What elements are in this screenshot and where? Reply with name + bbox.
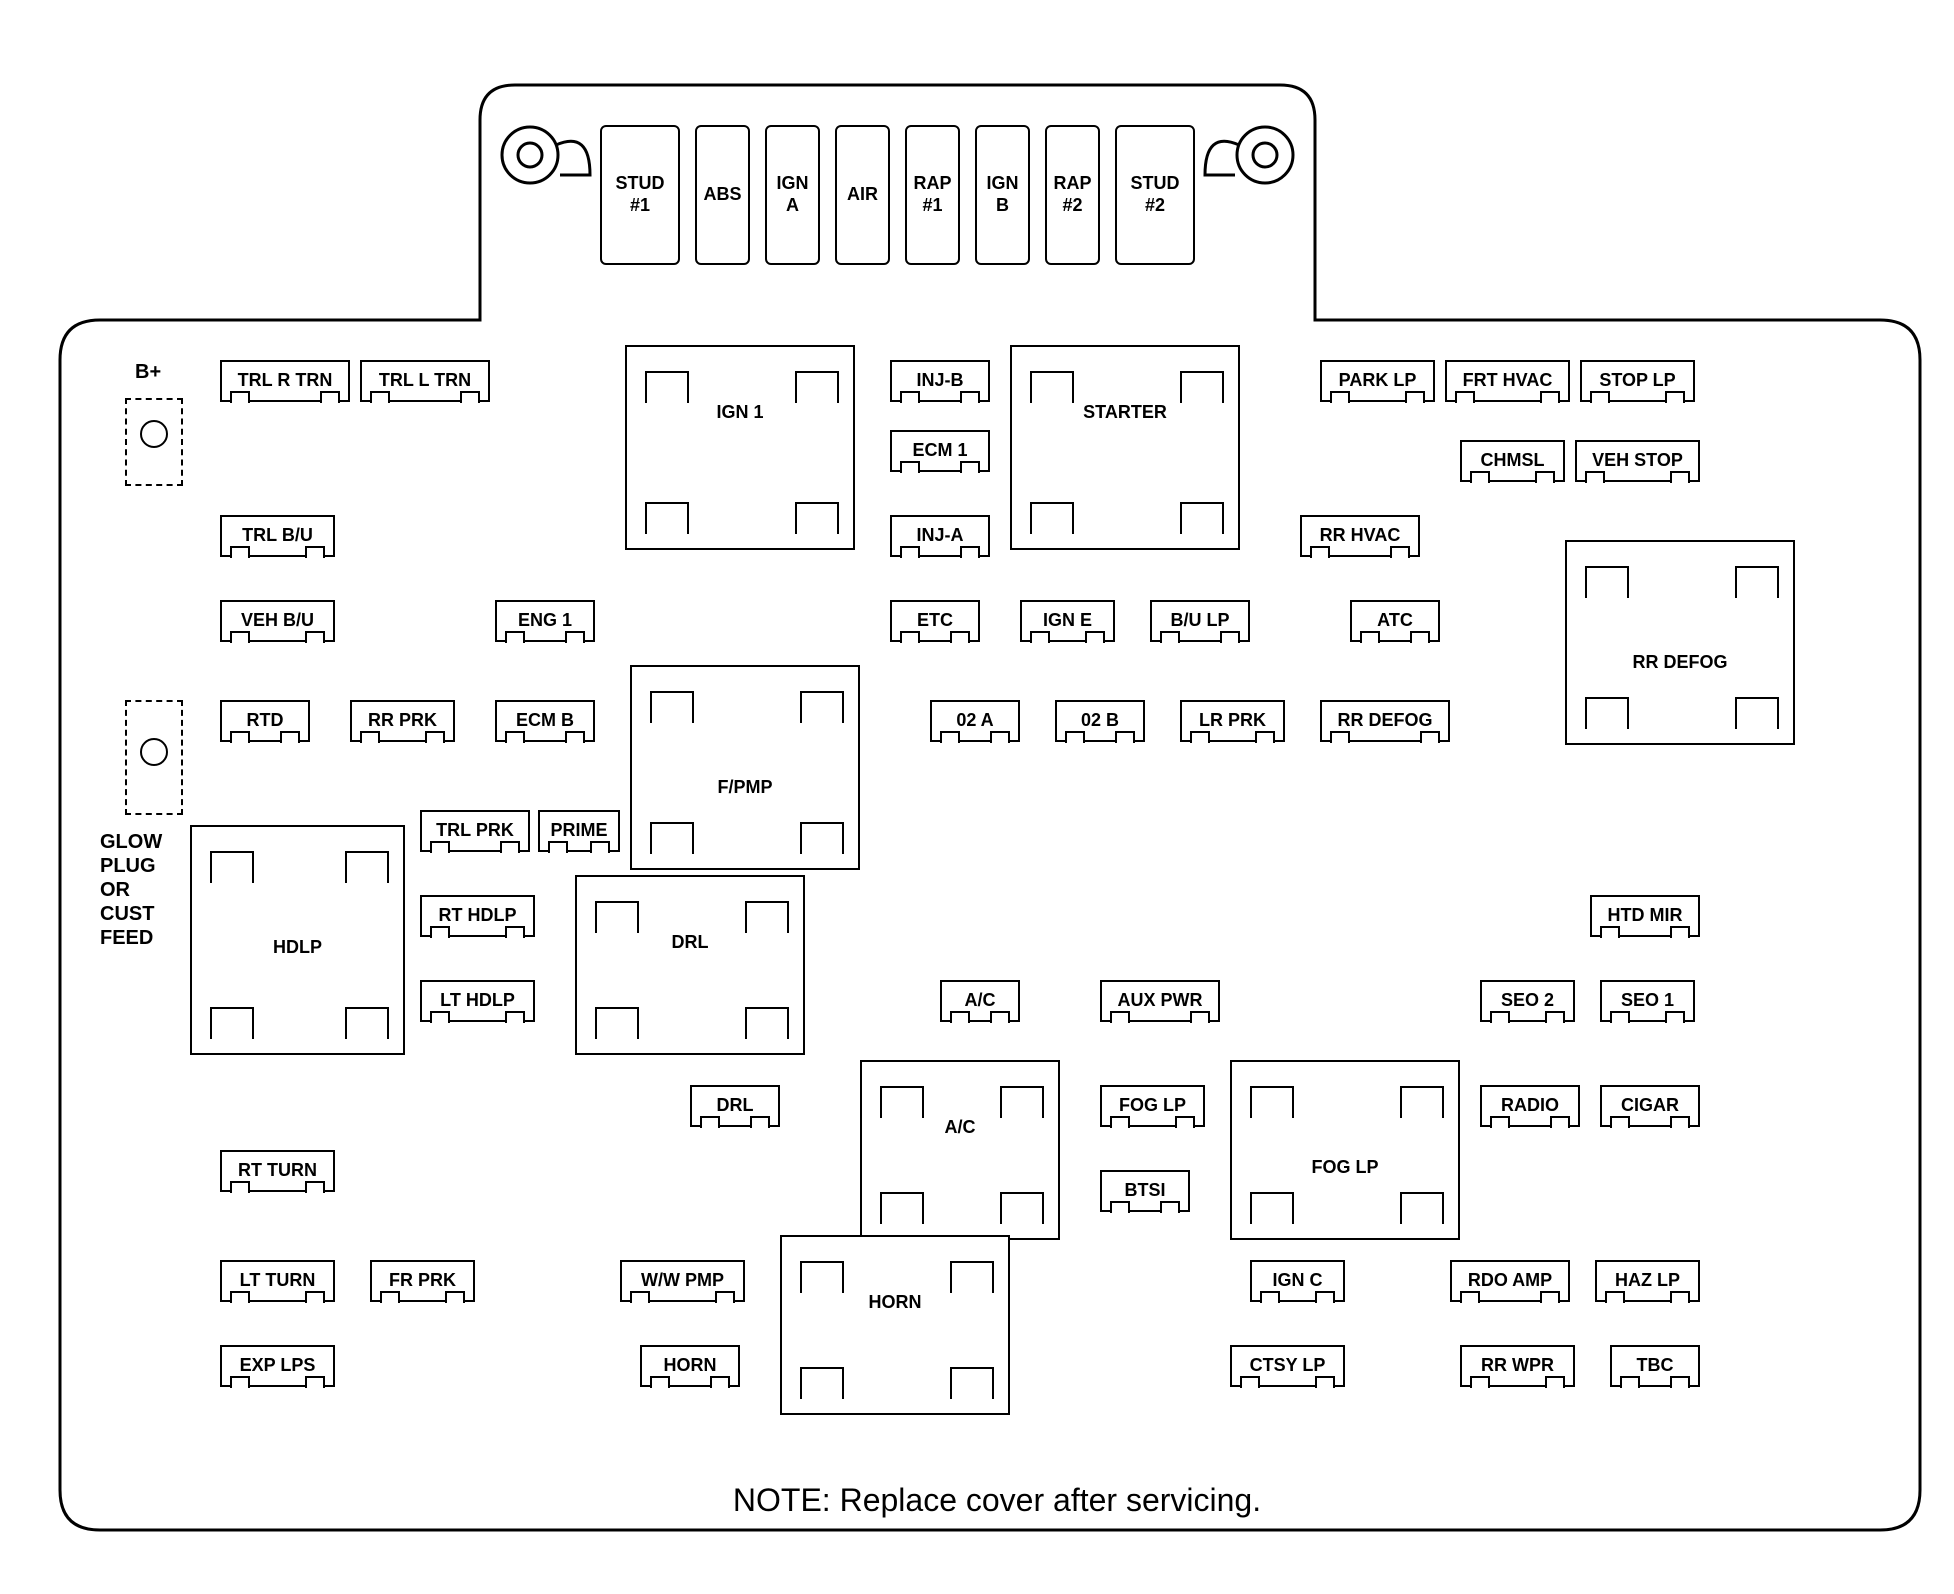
top-slot-2: IGNA <box>765 125 820 265</box>
fuse-btsi: BTSI <box>1100 1170 1190 1212</box>
fuse-rt-turn: RT TURN <box>220 1150 335 1192</box>
relay-drl: DRL <box>575 875 805 1055</box>
relay-a-c: A/C <box>860 1060 1060 1240</box>
fuse-rr-wpr: RR WPR <box>1460 1345 1575 1387</box>
fuse-rt-hdlp: RT HDLP <box>420 895 535 937</box>
fuse-veh-stop: VEH STOP <box>1575 440 1700 482</box>
fuse-chmsl: CHMSL <box>1460 440 1565 482</box>
fuse-rtd: RTD <box>220 700 310 742</box>
top-slot-7: STUD#2 <box>1115 125 1195 265</box>
fuse-exp-lps: EXP LPS <box>220 1345 335 1387</box>
top-slot-5: IGNB <box>975 125 1030 265</box>
terminal-circle-bottom <box>140 738 168 766</box>
fuse-rr-prk: RR PRK <box>350 700 455 742</box>
top-slot-4: RAP#1 <box>905 125 960 265</box>
top-slot-6: RAP#2 <box>1045 125 1100 265</box>
fuse-a-c: A/C <box>940 980 1020 1022</box>
fuse-02-a: 02 A <box>930 700 1020 742</box>
fuse-lt-hdlp: LT HDLP <box>420 980 535 1022</box>
top-slot-1: ABS <box>695 125 750 265</box>
terminal-circle-top <box>140 420 168 448</box>
top-slot-3: AIR <box>835 125 890 265</box>
fuse-trl-b-u: TRL B/U <box>220 515 335 557</box>
fuse-02-b: 02 B <box>1055 700 1145 742</box>
fuse-veh-b-u: VEH B/U <box>220 600 335 642</box>
relay-f-pmp: F/PMP <box>630 665 860 870</box>
fuse-park-lp: PARK LP <box>1320 360 1435 402</box>
relay-starter: STARTER <box>1010 345 1240 550</box>
fuse-ecm-1: ECM 1 <box>890 430 990 472</box>
fuse-lt-turn: LT TURN <box>220 1260 335 1302</box>
glow-plug-label: GLOW PLUG OR CUST FEED <box>100 830 162 950</box>
fuse-seo-1: SEO 1 <box>1600 980 1695 1022</box>
fuse-stop-lp: STOP LP <box>1580 360 1695 402</box>
fuse-htd-mir: HTD MIR <box>1590 895 1700 937</box>
relay-horn: HORN <box>780 1235 1010 1415</box>
fuse-ign-e: IGN E <box>1020 600 1115 642</box>
b-plus-label: B+ <box>135 360 161 384</box>
fuse-rdo-amp: RDO AMP <box>1450 1260 1570 1302</box>
relay-fog-lp: FOG LP <box>1230 1060 1460 1240</box>
fuse-lr-prk: LR PRK <box>1180 700 1285 742</box>
fuse-eng-1: ENG 1 <box>495 600 595 642</box>
fuse-aux-pwr: AUX PWR <box>1100 980 1220 1022</box>
fuse-ecm-b: ECM B <box>495 700 595 742</box>
fuse-prime: PRIME <box>538 810 620 852</box>
relay-hdlp: HDLP <box>190 825 405 1055</box>
fuse-rr-defog: RR DEFOG <box>1320 700 1450 742</box>
fuse-rr-hvac: RR HVAC <box>1300 515 1420 557</box>
fuse-w-w-pmp: W/W PMP <box>620 1260 745 1302</box>
fuse-fog-lp: FOG LP <box>1100 1085 1205 1127</box>
fuse-haz-lp: HAZ LP <box>1595 1260 1700 1302</box>
fuse-trl-l-trn: TRL L TRN <box>360 360 490 402</box>
service-note: NOTE: Replace cover after servicing. <box>20 1482 1954 1519</box>
fuse-inj-a: INJ-A <box>890 515 990 557</box>
top-slot-0: STUD#1 <box>600 125 680 265</box>
fuse-drl: DRL <box>690 1085 780 1127</box>
fuse-ign-c: IGN C <box>1250 1260 1345 1302</box>
fuse-trl-prk: TRL PRK <box>420 810 530 852</box>
fuse-frt-hvac: FRT HVAC <box>1445 360 1570 402</box>
fuse-radio: RADIO <box>1480 1085 1580 1127</box>
fuse-trl-r-trn: TRL R TRN <box>220 360 350 402</box>
relay-ign-1: IGN 1 <box>625 345 855 550</box>
fuse-b-u-lp: B/U LP <box>1150 600 1250 642</box>
fuse-cigar: CIGAR <box>1600 1085 1700 1127</box>
fuse-box-diagram: STUD#1ABSIGNAAIRRAP#1IGNBRAP#2STUD#2 B+ … <box>20 20 1954 1574</box>
fuse-inj-b: INJ-B <box>890 360 990 402</box>
fuse-atc: ATC <box>1350 600 1440 642</box>
fuse-fr-prk: FR PRK <box>370 1260 475 1302</box>
fuse-ctsy-lp: CTSY LP <box>1230 1345 1345 1387</box>
fuse-etc: ETC <box>890 600 980 642</box>
fuse-tbc: TBC <box>1610 1345 1700 1387</box>
fuse-horn: HORN <box>640 1345 740 1387</box>
fuse-seo-2: SEO 2 <box>1480 980 1575 1022</box>
relay-rr-defog: RR DEFOG <box>1565 540 1795 745</box>
